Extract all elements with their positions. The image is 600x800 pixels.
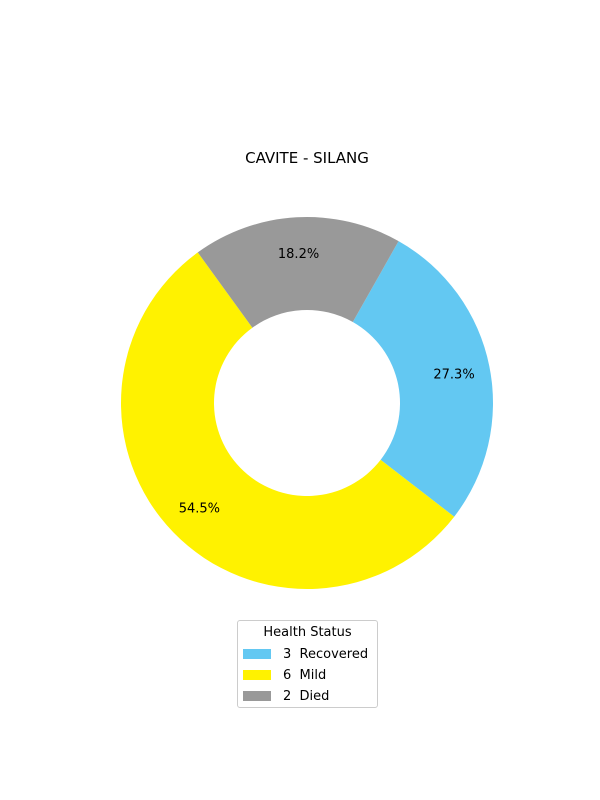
slices-group [121,217,494,589]
legend-title: Health Status [263,625,352,640]
percent-labels-group: 27.3% 54.5% 18.2% [179,247,475,516]
legend-swatch-died [243,691,271,701]
slice-mild [121,252,455,589]
legend-item-recovered: 3 Recovered [243,645,368,663]
chart-title: CAVITE - SILANG [245,149,369,167]
legend-swatch-mild [243,670,271,680]
legend-item-died: 2 Died [243,687,329,705]
percent-label-mild: 54.5% [179,501,220,516]
legend-label-died: 2 Died [283,688,330,704]
legend: Health Status 3 Recovered 6 Mild 2 Died [237,620,378,708]
slice-died [197,217,399,328]
percent-label-recovered: 27.3% [433,367,474,382]
legend-item-mild: 6 Mild [243,666,326,684]
percent-label-died: 18.2% [278,247,319,262]
slice-recovered [352,241,494,517]
legend-label-mild: 6 Mild [283,667,327,683]
legend-swatch-recovered [243,649,271,659]
legend-label-recovered: 3 Recovered [283,646,369,662]
